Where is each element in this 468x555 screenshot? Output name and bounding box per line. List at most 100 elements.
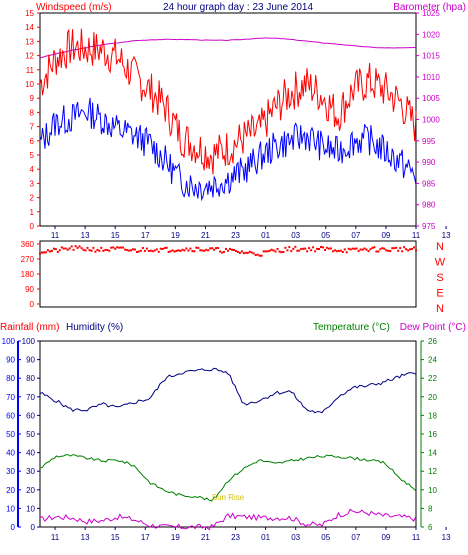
temperature-line (39, 454, 417, 502)
direction-point (387, 249, 390, 252)
direction-point (225, 247, 227, 250)
direction-point (306, 250, 309, 253)
temp-x-tick-labels: 11131517192123010305070911131517192123 (51, 527, 451, 542)
direction-point (219, 250, 222, 253)
direction-point (286, 249, 289, 252)
rainfall-tick-label: 70 (6, 393, 15, 402)
direction-point (355, 247, 358, 250)
temperature-tick-label: 20 (428, 393, 437, 402)
direction-point (351, 247, 354, 250)
windspeed-tick-label: 11 (26, 66, 35, 75)
direction-point (329, 247, 332, 250)
barometer-tick-label: 1025 (422, 9, 440, 18)
direction-point (310, 249, 313, 252)
temperature-tick-label: 10 (428, 486, 437, 495)
compass-label: W (435, 257, 446, 269)
direction-point (383, 247, 386, 250)
direction-point (232, 249, 235, 251)
temp-x-tick-label: 13 (81, 533, 90, 542)
rainfall-axis-label: Rainfall (mm) (0, 322, 59, 333)
direction-point (110, 246, 113, 249)
temperature-tick-label: 16 (428, 430, 437, 439)
direction-point (151, 250, 154, 253)
direction-point (377, 250, 380, 253)
direction-point (205, 248, 208, 251)
direction-point (64, 247, 67, 250)
temperature-tick-label: 24 (428, 356, 437, 365)
rainfall-tick-label: 30 (6, 467, 15, 476)
direction-point (74, 245, 77, 248)
direction-point (339, 249, 342, 252)
direction-point (385, 249, 388, 252)
temperature-axis-label: Temperature (°C) (313, 322, 390, 333)
windspeed-tick-label: 0 (30, 222, 35, 231)
direction-point (128, 249, 131, 252)
direction-point (215, 247, 218, 250)
windspeed-tick-label: 3 (30, 179, 35, 188)
direction-point (195, 246, 198, 249)
barometer-tick-label: 1020 (422, 30, 440, 39)
wind-x-tick-label: 11 (51, 231, 60, 240)
direction-point (86, 246, 89, 249)
direction-point (54, 248, 57, 251)
direction-point (381, 247, 384, 250)
direction-point (189, 247, 192, 250)
temp-x-tick-label: 21 (201, 533, 210, 542)
temp-x-tick-label: 01 (261, 533, 270, 542)
direction-point (361, 248, 364, 251)
direction-point (80, 247, 83, 250)
humidity-tick-label: 30 (26, 467, 35, 476)
direction-point (399, 247, 402, 250)
direction-tick-label: 90 (25, 285, 34, 294)
temp-x-tick-label: 23 (231, 533, 240, 542)
humidity-tick-label: 70 (26, 393, 35, 402)
direction-point (238, 251, 241, 254)
direction-point (92, 246, 95, 249)
direction-point (324, 249, 326, 251)
direction-point (132, 248, 134, 251)
direction-point (278, 250, 281, 253)
wind-x-tick-label: 05 (321, 231, 330, 240)
wind-x-tick-label: 23 (231, 231, 240, 240)
direction-point (155, 248, 158, 251)
direction-point (290, 250, 293, 253)
direction-point (217, 247, 220, 249)
direction-point (379, 248, 382, 251)
direction-point (264, 250, 267, 253)
direction-point (367, 250, 370, 253)
direction-point (221, 251, 224, 254)
rainfall-tick-labels: 0 10 20 30 40 50 60 70 80 90 100 (2, 337, 21, 532)
direction-point (41, 251, 43, 254)
direction-point (223, 250, 225, 253)
direction-point (359, 248, 362, 251)
direction-point (98, 249, 101, 252)
direction-point (187, 249, 190, 252)
barometer-tick-label: 1010 (422, 73, 440, 82)
direction-point (183, 249, 186, 252)
direction-point (136, 251, 138, 253)
rainfall-tick-label: 80 (6, 374, 15, 383)
direction-point (94, 250, 97, 253)
direction-point (270, 248, 273, 251)
windspeed-axis-label: Windspeed (m/s) (36, 2, 112, 13)
direction-point (316, 247, 319, 250)
rainfall-tick-label: 10 (6, 504, 15, 513)
windspeed-tick-label: 14 (25, 23, 34, 32)
direction-point (331, 250, 334, 253)
direction-point (84, 249, 87, 252)
direction-point (104, 248, 107, 251)
direction-point (88, 249, 91, 252)
direction-point (375, 250, 378, 253)
direction-point (401, 250, 404, 253)
direction-point (236, 250, 239, 253)
windspeed-tick-label: 4 (30, 165, 35, 174)
direction-point (46, 249, 49, 252)
direction-point (322, 246, 324, 249)
direction-point (60, 246, 63, 249)
direction-tick-label: 180 (21, 270, 35, 279)
direction-point (124, 248, 127, 251)
direction-point (211, 247, 214, 250)
wind-x-tick-label: 03 (291, 231, 300, 240)
temperature-tick-label: 22 (428, 374, 437, 383)
